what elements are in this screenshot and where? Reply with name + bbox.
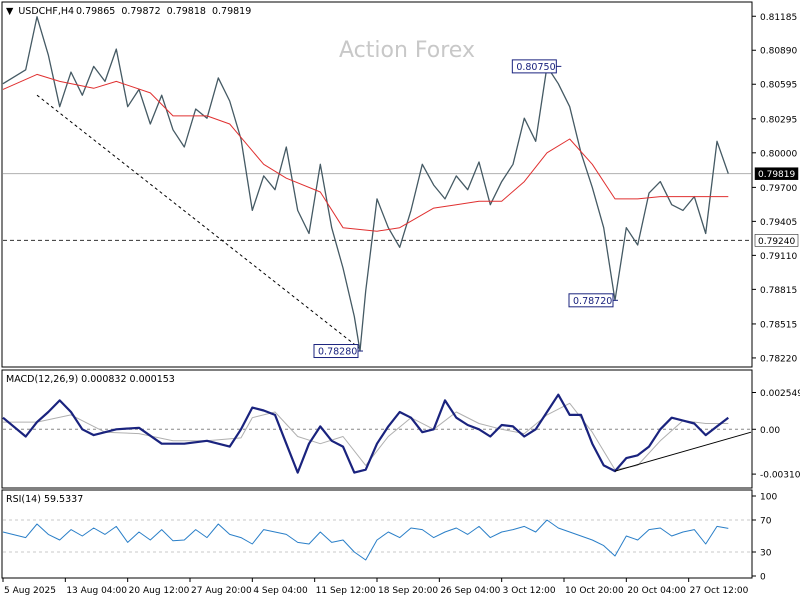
x-axis-tick-label: 18 Sep 20:00 xyxy=(378,586,438,596)
price-series xyxy=(2,16,729,352)
x-axis-tick-label: 20 Oct 04:00 xyxy=(627,586,686,596)
x-axis-tick-label: 5 Aug 2025 xyxy=(4,586,56,596)
x-axis-tick-label: 13 Aug 04:00 xyxy=(66,586,127,596)
rsi-axis-tick-label: 100 xyxy=(760,493,777,503)
x-axis-tick-label: 4 Sep 04:00 xyxy=(253,586,308,596)
macd-panel-title: MACD(12,26,9) 0.000832 0.000153 xyxy=(6,374,175,385)
x-axis-tick-label: 11 Sep 12:00 xyxy=(316,586,376,596)
rsi-axis-tick-label: 70 xyxy=(760,517,772,527)
price-axis-tick-label: 0.79700 xyxy=(760,184,797,194)
x-axis-tick-label: 10 Oct 20:00 xyxy=(565,586,624,596)
x-axis-tick-label: 20 Aug 12:00 xyxy=(129,586,190,596)
current-price-label-box xyxy=(754,167,799,180)
macd-signal-line xyxy=(3,402,729,471)
macd-axis-tick-label: 0.002549 xyxy=(760,389,800,399)
price-axis-tick-label: 0.79110 xyxy=(760,252,797,262)
symbol-dropdown-icon[interactable]: ▼ xyxy=(6,6,14,17)
price-annotation-label: 0.78720 xyxy=(573,296,612,307)
support-line-label-box xyxy=(754,234,799,247)
support-line-label: 0.79240 xyxy=(758,237,795,247)
macd-axis-tick-label: 0.00 xyxy=(760,426,780,436)
x-axis-tick-label: 26 Sep 04:00 xyxy=(440,586,500,596)
ohlc-readout: 0.79865 0.79872 0.79818 0.79819 xyxy=(76,6,251,17)
watermark: Action Forex xyxy=(339,38,475,63)
rsi-axis-tick-label: 30 xyxy=(760,549,772,559)
price-axis-tick-label: 0.80000 xyxy=(760,149,797,159)
rsi-line xyxy=(2,519,729,561)
trend-line xyxy=(36,94,361,350)
price-panel-title: ▼ USDCHF,H4 xyxy=(6,6,74,17)
price-annotation-box xyxy=(511,59,557,74)
price-axis-tick-label: 0.78220 xyxy=(760,354,797,364)
price-axis-tick-label: 0.81185 xyxy=(760,13,797,23)
price-panel[interactable] xyxy=(1,1,753,368)
price-axis-tick-label: 0.79405 xyxy=(760,218,797,228)
price-annotation-label: 0.80750 xyxy=(516,62,555,73)
current-price-label: 0.79819 xyxy=(758,170,795,180)
rsi-panel-title: RSI(14) 59.5337 xyxy=(6,494,83,505)
macd-trend-line xyxy=(614,431,752,472)
macd-axis-tick-label: -0.003106 xyxy=(760,471,800,481)
x-axis-tick-label: 3 Oct 12:00 xyxy=(503,586,556,596)
price-axis-tick-label: 0.80890 xyxy=(760,47,797,57)
price-axis-tick-label: 0.80595 xyxy=(760,81,797,91)
rsi-axis-tick-label: 0 xyxy=(760,573,766,583)
price-axis-tick-label: 0.78815 xyxy=(760,286,797,296)
x-axis-tick-label: 27 Aug 20:00 xyxy=(191,586,252,596)
price-axis-tick-label: 0.80295 xyxy=(760,115,797,125)
rsi-panel[interactable] xyxy=(1,489,753,579)
moving-average-line xyxy=(2,73,729,232)
macd-line xyxy=(2,393,729,474)
price-annotation-box xyxy=(313,344,359,359)
price-axis-tick-label: 0.78515 xyxy=(760,320,797,330)
price-annotation-box xyxy=(568,293,614,308)
x-axis-tick-label: 27 Oct 12:00 xyxy=(690,586,749,596)
price-annotation-label: 0.78280 xyxy=(318,347,357,358)
